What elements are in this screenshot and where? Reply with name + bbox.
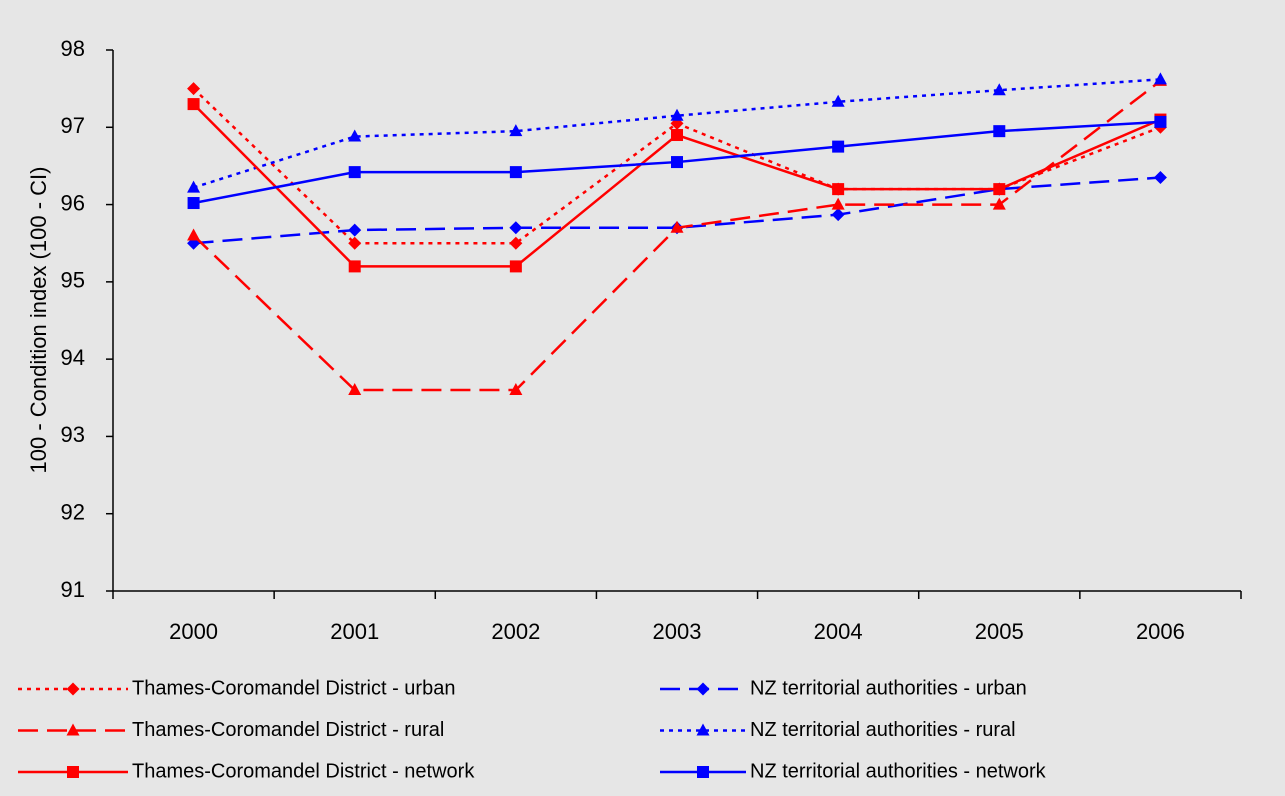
legend-label: Thames-Coromandel District - network — [132, 760, 475, 782]
data-point — [187, 228, 201, 241]
legend-marker — [66, 723, 80, 736]
data-point — [992, 197, 1006, 210]
data-point — [348, 223, 362, 237]
data-point — [348, 260, 361, 273]
data-point — [670, 220, 684, 233]
data-point — [670, 108, 684, 121]
data-point — [1154, 115, 1167, 128]
legend-marker — [66, 682, 80, 696]
data-point — [831, 94, 845, 107]
data-point — [509, 221, 523, 235]
legend-marker — [697, 766, 709, 778]
data-point — [509, 260, 522, 273]
data-point — [831, 208, 845, 222]
x-tick-label: 2006 — [1136, 619, 1185, 644]
data-point — [187, 98, 200, 111]
data-point — [348, 166, 361, 179]
x-tick-label: 2002 — [491, 619, 540, 644]
x-tick-label: 2001 — [330, 619, 379, 644]
legend-marker — [696, 682, 710, 696]
y-tick-label: 92 — [61, 500, 85, 525]
y-tick-label: 91 — [61, 577, 85, 602]
y-tick-label: 93 — [61, 422, 85, 447]
data-point — [831, 197, 845, 210]
legend-label: Thames-Coromandel District - urban — [132, 677, 455, 699]
legend-label: Thames-Coromandel District - rural — [132, 719, 444, 741]
data-point — [187, 197, 200, 210]
y-tick-label: 98 — [61, 36, 85, 61]
data-point — [509, 236, 523, 250]
data-point — [348, 236, 362, 250]
data-point — [1153, 72, 1167, 85]
data-point — [671, 129, 683, 142]
y-axis-label: 100 - Condition index (100 - CI) — [26, 167, 51, 474]
y-tick-label: 96 — [61, 190, 85, 215]
legend-label: NZ territorial authorities - urban — [750, 677, 1027, 699]
y-tick-label: 97 — [61, 113, 85, 138]
data-point — [832, 140, 845, 153]
legend-marker — [696, 723, 710, 736]
y-tick-label: 95 — [61, 268, 85, 293]
x-tick-label: 2004 — [814, 619, 863, 644]
data-point — [187, 180, 201, 193]
data-point — [992, 83, 1006, 96]
legend-marker — [67, 766, 79, 778]
data-point — [832, 183, 845, 196]
x-tick-label: 2005 — [975, 619, 1024, 644]
data-point — [671, 156, 683, 169]
data-point — [348, 383, 362, 396]
data-point — [993, 183, 1006, 196]
data-point — [509, 124, 523, 137]
data-point — [187, 82, 201, 96]
data-point — [993, 125, 1006, 138]
legend-label: NZ territorial authorities - network — [750, 760, 1047, 782]
data-point — [348, 129, 362, 142]
data-point — [1153, 171, 1167, 185]
x-tick-label: 2000 — [169, 619, 218, 644]
data-point — [509, 166, 522, 179]
x-tick-label: 2003 — [653, 619, 702, 644]
data-point — [509, 383, 523, 396]
y-tick-label: 94 — [61, 345, 85, 370]
legend-label: NZ territorial authorities - rural — [750, 719, 1016, 741]
